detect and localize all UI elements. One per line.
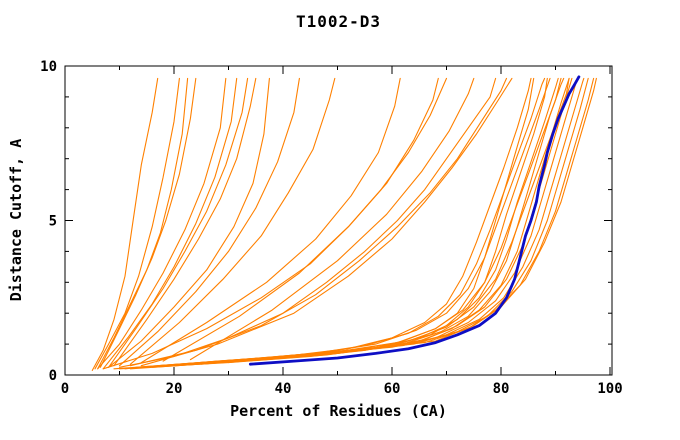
model-curve xyxy=(99,77,197,368)
x-tick-label: 40 xyxy=(275,381,292,397)
model-curve xyxy=(162,77,439,362)
model-curve xyxy=(97,77,189,370)
model-curve xyxy=(140,77,513,367)
model-curve xyxy=(140,77,401,364)
y-tick-label: 10 xyxy=(40,59,57,75)
model-curve xyxy=(108,77,270,368)
model-curve xyxy=(108,77,249,368)
model-curve xyxy=(118,77,535,370)
model-curve xyxy=(184,77,578,365)
model-curve xyxy=(135,77,551,368)
y-tick-label: 0 xyxy=(49,368,57,384)
y-axis-label: Distance Cutoff, A xyxy=(7,138,25,302)
model-curve xyxy=(146,77,562,368)
x-axis-label: Percent of Residues (CA) xyxy=(230,402,447,420)
model-curve xyxy=(157,77,570,367)
model-curve xyxy=(102,77,448,370)
model-curve xyxy=(238,77,597,362)
model-curve xyxy=(118,77,300,367)
highlighted-model-curve xyxy=(248,75,581,366)
model-curve xyxy=(97,77,227,370)
model-curve xyxy=(189,77,475,361)
x-tick-label: 20 xyxy=(166,381,183,397)
chart-title: T1002-D3 xyxy=(295,12,382,31)
x-tick-label: 0 xyxy=(61,381,69,397)
model-curve xyxy=(129,77,336,365)
y-tick-label: 5 xyxy=(49,214,57,230)
x-tick-label: 80 xyxy=(493,381,510,397)
x-tick-label: 60 xyxy=(384,381,401,397)
model-curve xyxy=(227,77,595,364)
model-curve xyxy=(173,77,573,367)
model-curve xyxy=(102,77,238,370)
model-curve xyxy=(91,77,159,371)
model-curve xyxy=(94,77,180,370)
model-curve xyxy=(113,77,257,367)
x-tick-label: 100 xyxy=(597,381,622,397)
model-curve xyxy=(129,77,508,367)
model-curve xyxy=(118,77,497,368)
model-curve xyxy=(162,77,570,367)
